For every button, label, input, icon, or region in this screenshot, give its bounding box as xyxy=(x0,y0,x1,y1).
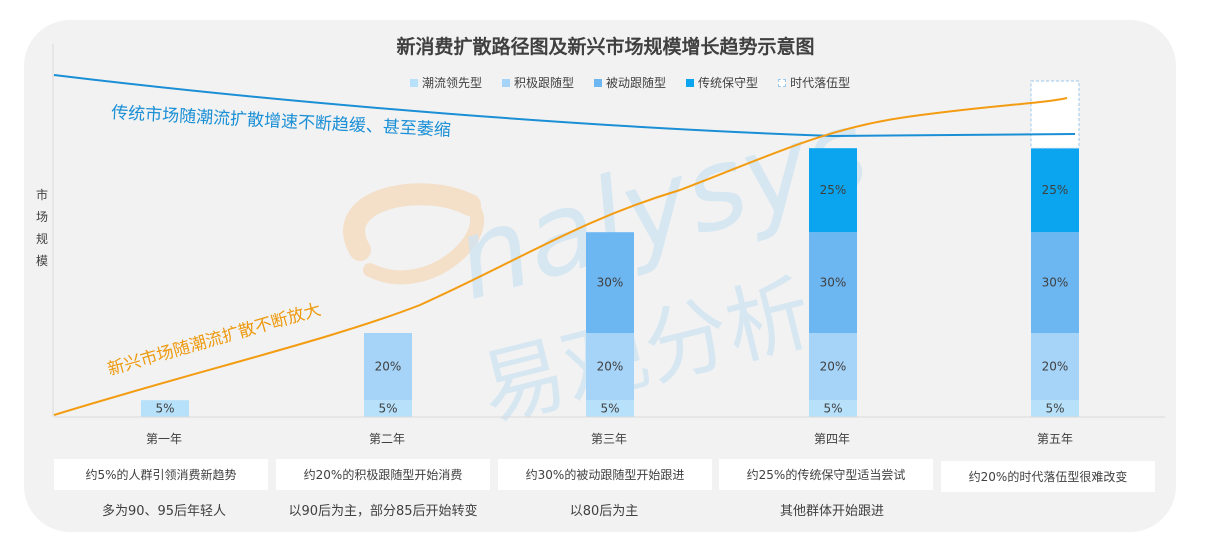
bar-data-label: 30% xyxy=(1042,276,1069,290)
legend-item: 传统保守型 xyxy=(686,74,758,91)
bar-segment xyxy=(141,400,189,417)
bar-segment xyxy=(586,333,634,401)
legend-swatch-4 xyxy=(778,78,787,87)
bar-segment xyxy=(586,400,634,417)
bar-segment xyxy=(1031,400,1079,417)
bar-segment xyxy=(1031,333,1079,401)
stage-note: 约20%的时代落伍型很难改变 xyxy=(941,461,1155,492)
bar-data-label: 5% xyxy=(155,402,174,416)
legend-label-0: 潮流领先型 xyxy=(422,76,483,90)
stage-sub-note: 以90后为主，部分85后开始转变 xyxy=(288,504,478,519)
legend-label-4: 时代落伍型 xyxy=(790,76,851,90)
stage-note: 约5%的人群引领消费新趋势 xyxy=(54,459,268,490)
bar-segment xyxy=(364,333,412,401)
legend-label-1: 积极跟随型 xyxy=(514,76,575,90)
legend-swatch-1 xyxy=(502,78,511,87)
legend-item: 被动跟随型 xyxy=(594,74,666,91)
x-tick-label: 第二年 xyxy=(368,432,405,446)
bar-segment xyxy=(586,232,634,333)
bar-segment xyxy=(809,232,857,333)
emerging-market-line xyxy=(53,97,1068,416)
bar-data-label: 5% xyxy=(823,402,842,416)
bar-segment xyxy=(809,148,857,233)
bar-data-label: 20% xyxy=(1042,360,1069,374)
traditional-market-line xyxy=(53,74,1076,138)
stage-note: 约25%的传统保守型适当尝试 xyxy=(719,459,933,490)
bar-data-label: 20% xyxy=(820,360,847,374)
legend-swatch-0 xyxy=(410,78,418,87)
stage-sub-note: 多为90、95后年轻人 xyxy=(101,504,227,519)
x-tick-label: 第一年 xyxy=(145,432,182,446)
bar-data-label: 20% xyxy=(375,360,402,374)
legend: 潮流领先型 积极跟随型 被动跟随型 传统保守型 时代落伍型 xyxy=(410,74,850,91)
bar-data-label: 5% xyxy=(1045,402,1064,416)
legend-swatch-3 xyxy=(686,78,695,87)
bar-segment xyxy=(809,333,857,401)
stage-sub-note: 以80后为主 xyxy=(569,504,639,519)
bar-data-label: 5% xyxy=(600,402,619,416)
x-tick-label: 第三年 xyxy=(590,432,627,446)
bar-segment xyxy=(1031,232,1079,333)
bar-data-label: 25% xyxy=(820,183,847,197)
x-tick-label: 第四年 xyxy=(813,432,850,446)
legend-item: 时代落伍型 xyxy=(778,74,850,91)
y-axis-label: 市场规模 xyxy=(35,188,48,268)
stage-note: 约20%的积极跟随型开始消费 xyxy=(276,459,490,490)
bar-data-label: 20% xyxy=(597,360,624,374)
bar-segment xyxy=(364,400,412,417)
bar-segment xyxy=(1031,148,1079,233)
bar-data-label: 30% xyxy=(820,276,847,290)
bar-segment xyxy=(1030,80,1080,149)
legend-item: 积极跟随型 xyxy=(502,74,574,91)
x-tick-label: 第五年 xyxy=(1036,432,1073,446)
legend-label-2: 被动跟随型 xyxy=(606,76,667,90)
legend-label-3: 传统保守型 xyxy=(698,76,759,90)
chart-title: 新消费扩散路径图及新兴市场规模增长趋势示意图 xyxy=(396,36,815,58)
legend-item: 潮流领先型 xyxy=(410,74,482,91)
stage-note: 约30%的被动跟随型开始跟进 xyxy=(498,459,712,490)
bar-data-label: 30% xyxy=(597,276,624,290)
legend-swatch-2 xyxy=(594,78,603,87)
bar-data-label: 25% xyxy=(1042,183,1069,197)
bar-data-label: 5% xyxy=(378,402,397,416)
stage-sub-note: 其他群体开始跟进 xyxy=(779,504,884,519)
bar-segment xyxy=(809,400,857,417)
